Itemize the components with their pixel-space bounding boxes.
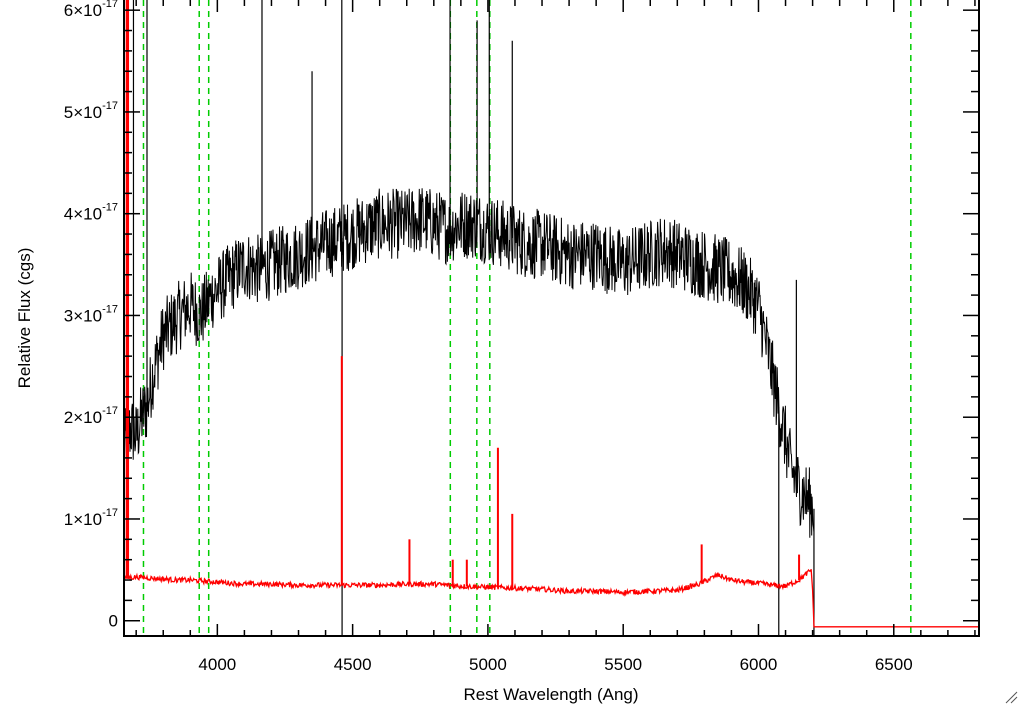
- error-spectrum-line: [124, 568, 979, 628]
- plot-axes: [123, 0, 980, 637]
- y-tick-label: 3×10-17: [64, 303, 118, 325]
- x-tick-labels: 4000 4500 5000 5500 6000 6500: [198, 655, 912, 674]
- x-tick-label: 4000: [198, 655, 236, 674]
- x-tick-label: 5500: [604, 655, 642, 674]
- plot-frame: [123, 0, 980, 637]
- y-tick-label: 2×10-17: [64, 405, 118, 427]
- y-tick-label: 6×10-17: [64, 0, 118, 20]
- x-tick-label: 4500: [334, 655, 372, 674]
- x-axis-title: Rest Wavelength (Ang): [463, 685, 638, 704]
- spectrum-series: [124, 0, 979, 636]
- x-tick-label: 6500: [875, 655, 913, 674]
- y-tick-label: 0: [109, 612, 118, 631]
- emission-line-markers: [142, 0, 912, 636]
- x-tick-label: 6000: [740, 655, 778, 674]
- y-tick-label: 4×10-17: [64, 202, 118, 224]
- y-tick-label: 1×10-17: [64, 507, 118, 529]
- spectrum-line: [124, 188, 815, 538]
- y-tick-label: 5×10-17: [64, 100, 118, 122]
- x-tick-label: 5000: [469, 655, 507, 674]
- resize-grip-icon[interactable]: [1004, 690, 1018, 704]
- y-tick-labels: 0 1×10-17 2×10-17 3×10-17 4×10-17 5×10-17 6×10…: [64, 0, 118, 631]
- y-axis-title: Relative Flux (cgs): [15, 248, 34, 389]
